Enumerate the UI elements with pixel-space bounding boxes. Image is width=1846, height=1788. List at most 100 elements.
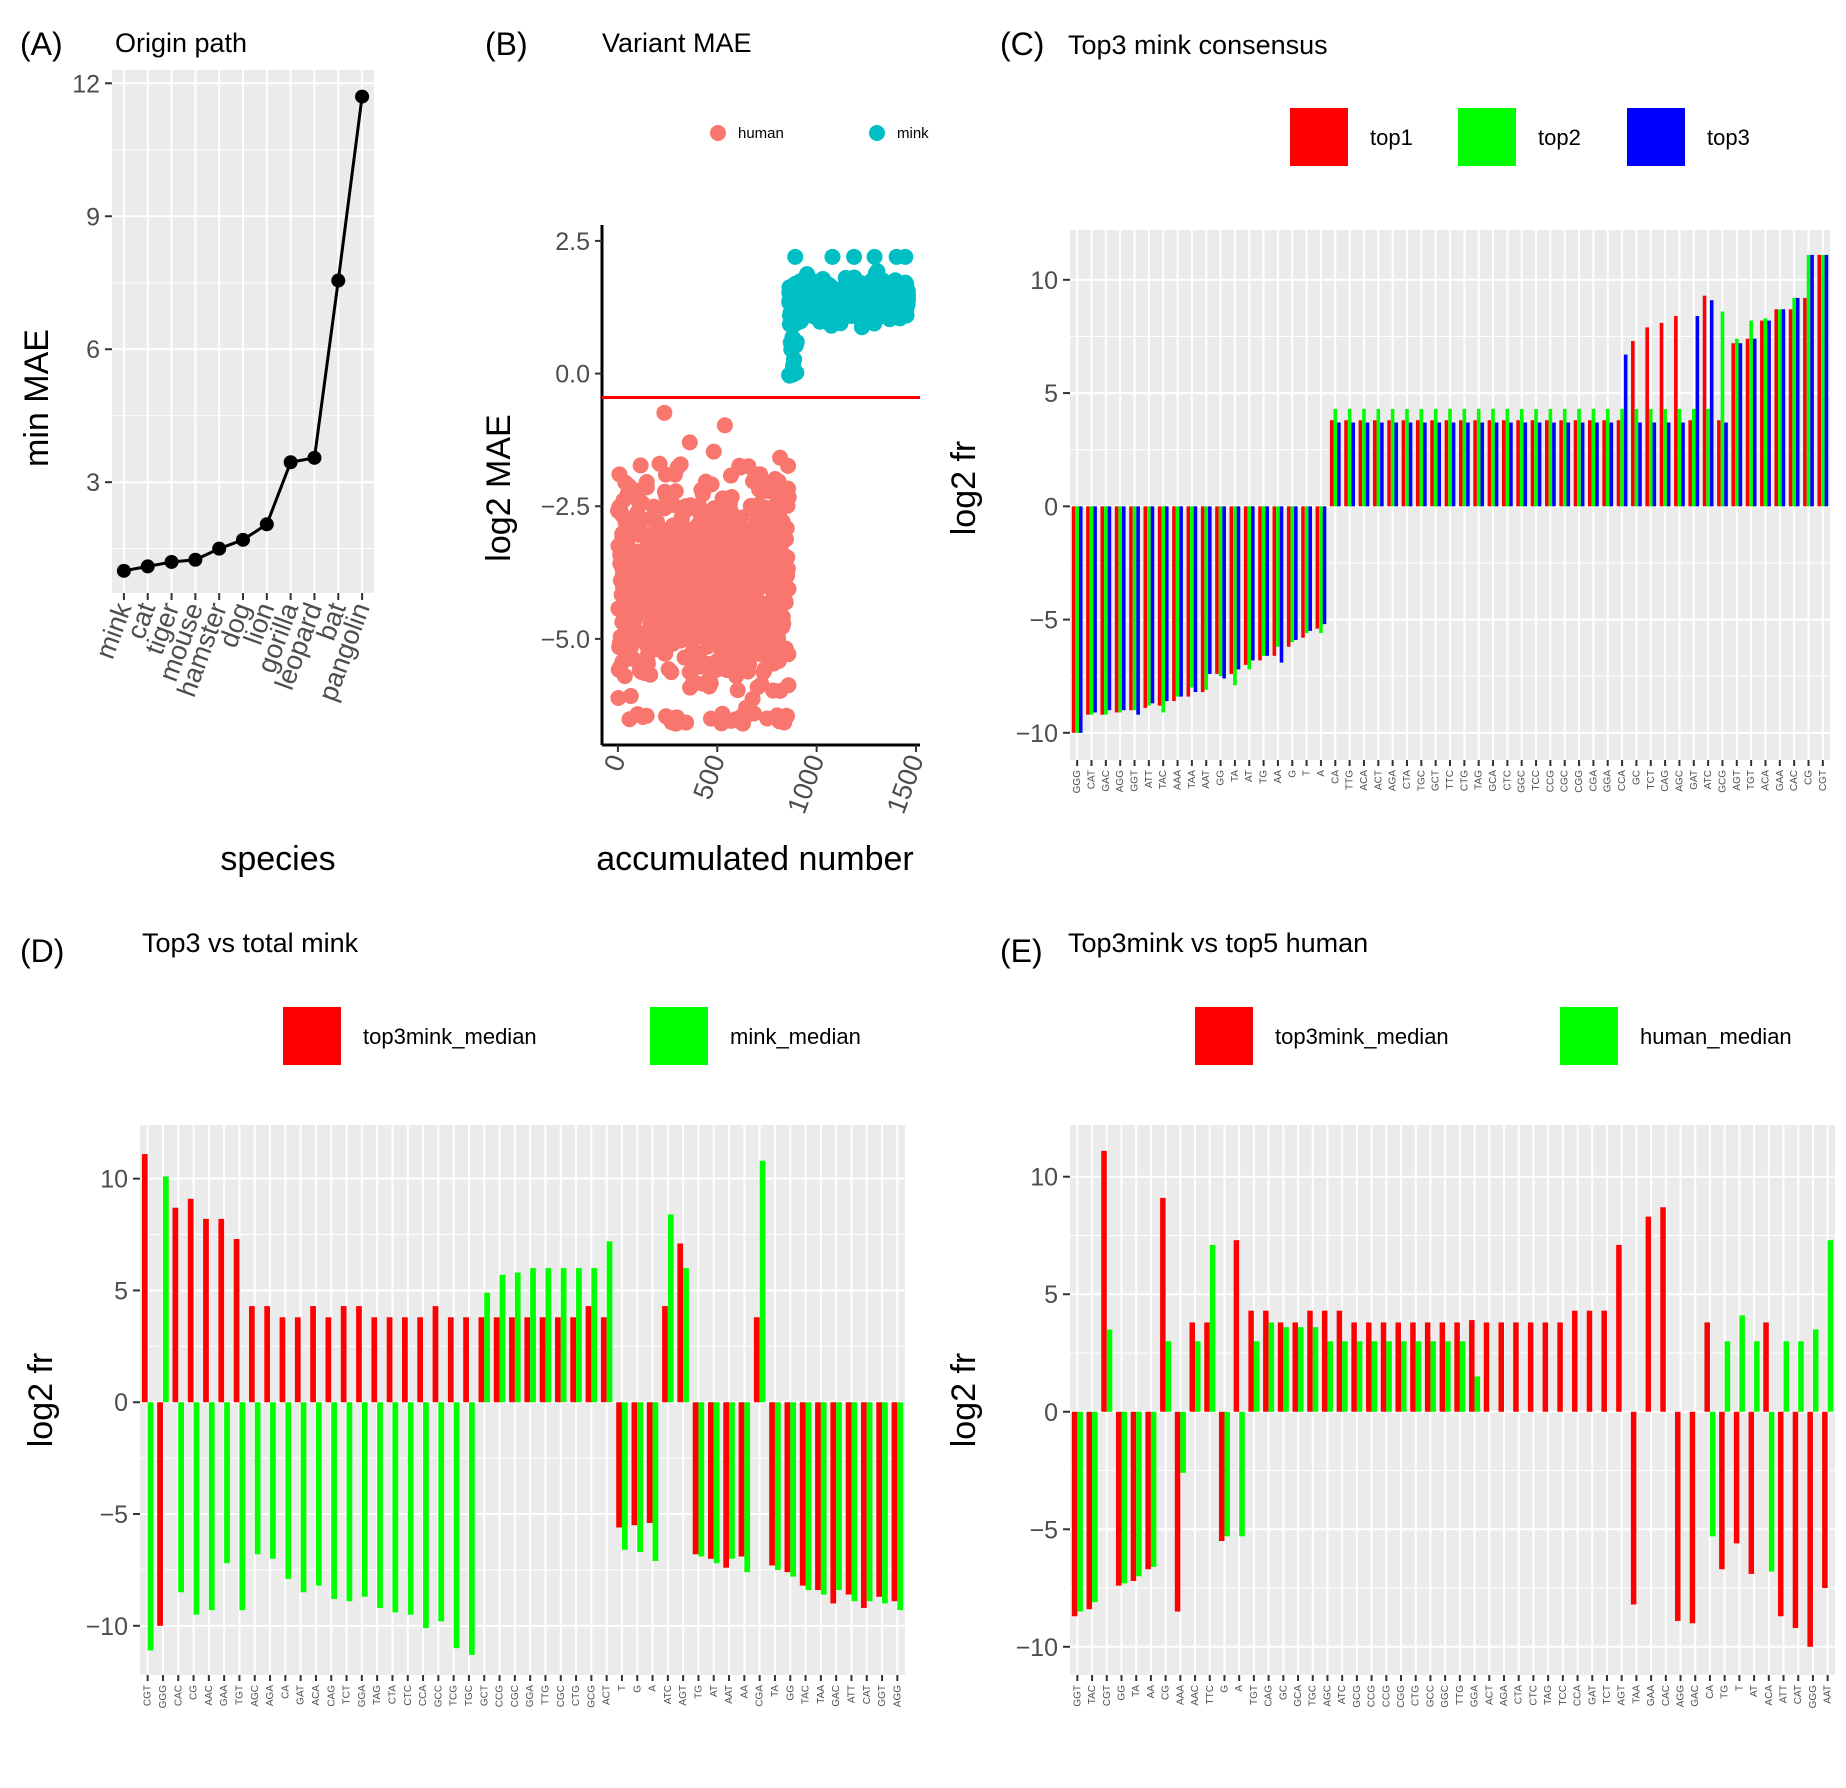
bar-mink_median — [315, 1402, 322, 1586]
panel-label-c: (C) — [1000, 26, 1044, 62]
y-tick-label: −5 — [1029, 1516, 1058, 1544]
bar-top3 — [1738, 343, 1743, 507]
x-tick-label: GAC — [1101, 770, 1112, 792]
bar-mink_median — [392, 1402, 399, 1613]
x-tick-label: ATC — [1703, 770, 1714, 789]
bar-mink_median — [729, 1402, 735, 1559]
data-point-human — [723, 712, 740, 729]
bar-top1 — [1315, 506, 1320, 629]
panel-label-d: (D) — [20, 933, 64, 969]
x-tick-label: AGG — [1676, 1685, 1687, 1707]
x-tick-label: GG — [1216, 770, 1227, 786]
data-point-mink — [882, 307, 899, 324]
x-tick-label: 500 — [687, 751, 731, 804]
data-point-human — [649, 623, 666, 640]
x-tick-label: CTG — [1459, 770, 1470, 791]
data-point — [331, 273, 346, 288]
x-tick-label: GC — [1631, 770, 1642, 785]
bar-top3mink_median — [1704, 1322, 1710, 1412]
panel-a: (A) Origin path min MAE species 36912min… — [18, 26, 376, 878]
data-point-human — [616, 554, 633, 571]
x-tick-label: CAG — [326, 1685, 337, 1707]
bar-top3mink_median — [1483, 1322, 1490, 1412]
bar-top3mink_median — [1557, 1322, 1563, 1412]
y-axis-label-d: log2 fr — [22, 1353, 60, 1448]
x-tick-label: CCG — [1367, 1685, 1378, 1707]
x-tick-label: TCC — [1558, 1685, 1569, 1706]
data-point-human — [629, 706, 646, 723]
bar-top3 — [1609, 422, 1614, 507]
x-tick-label: TTG — [1455, 1685, 1466, 1705]
data-point-human — [619, 584, 636, 601]
x-tick-label: A — [1234, 1685, 1245, 1692]
legend-key-mink — [869, 125, 885, 141]
x-tick-label: GAT — [1587, 1685, 1598, 1705]
bar-top3mink_median — [279, 1317, 286, 1403]
legend-label-top3: top3 — [1707, 125, 1750, 150]
bar-top3mink_median — [784, 1402, 791, 1573]
x-tick-label: TTG — [540, 1685, 551, 1705]
bar-top1 — [1329, 420, 1334, 507]
bar-top1 — [1559, 420, 1563, 507]
legend-label-human: human — [738, 125, 784, 142]
x-tick-label: GGC — [1517, 770, 1528, 793]
bar-top2 — [1419, 408, 1424, 507]
bar-top2 — [1605, 408, 1610, 507]
bar-top1 — [1616, 420, 1621, 507]
bar-top1 — [1774, 309, 1779, 507]
x-tick-label: TGT — [234, 1685, 245, 1705]
bar-top3 — [1767, 320, 1771, 507]
bar-human_median — [1150, 1411, 1157, 1567]
bar-human_median — [1739, 1315, 1745, 1412]
bar-mink_median — [361, 1402, 368, 1597]
x-tick-label: CGA — [1588, 770, 1599, 792]
bar-top3mink_median — [524, 1317, 531, 1403]
x-tick-label: GGA — [1470, 1685, 1481, 1708]
bar-human_median — [1459, 1341, 1466, 1412]
bar-top3mink_median — [1675, 1411, 1681, 1621]
bar-top3mink_median — [570, 1317, 577, 1403]
bar-top2 — [1562, 408, 1567, 507]
bar-top1 — [1200, 506, 1205, 693]
data-point-human — [610, 689, 627, 706]
bar-top3mink_median — [1395, 1322, 1402, 1412]
bar-top3 — [1294, 506, 1298, 640]
bar-human_median — [1798, 1341, 1804, 1412]
bar-top3 — [1394, 422, 1399, 507]
bar-top3mink_median — [1630, 1411, 1637, 1605]
bar-top1 — [1172, 506, 1176, 702]
x-tick-label: ACT — [1484, 1685, 1495, 1705]
data-point-human — [734, 635, 751, 652]
bar-human_median — [1401, 1341, 1407, 1412]
data-point-human — [684, 632, 701, 649]
data-point-human — [646, 542, 663, 559]
legend-key-mink_median — [650, 1007, 708, 1065]
bar-mink_median — [346, 1402, 353, 1602]
bar-top2 — [1634, 408, 1639, 507]
bar-top1 — [1215, 506, 1219, 674]
bar-top1 — [1100, 506, 1105, 715]
data-point — [236, 532, 250, 547]
data-point-human — [767, 553, 784, 570]
bar-top3mink_median — [1469, 1320, 1475, 1412]
x-tick-label: CCA — [418, 1685, 429, 1706]
data-point — [188, 552, 203, 567]
x-tick-label: GGT — [877, 1685, 888, 1707]
x-tick-label: CA — [280, 1685, 291, 1699]
legend-key-human — [710, 125, 726, 141]
bar-mink_median — [591, 1268, 598, 1403]
bar-top2 — [1792, 297, 1796, 507]
x-tick-label: T — [1302, 770, 1313, 776]
x-tick-label: TA — [1131, 1685, 1142, 1697]
bar-top3 — [1810, 254, 1814, 507]
bar-top3 — [1537, 422, 1542, 507]
bar-mink_median — [453, 1402, 460, 1649]
bar-top3mink_median — [356, 1306, 362, 1403]
bar-human_median — [1195, 1341, 1201, 1412]
data-point-mink — [888, 248, 905, 265]
bar-mink_median — [270, 1402, 276, 1559]
bar-top2 — [1433, 408, 1438, 507]
bar-top3 — [1638, 422, 1642, 507]
bar-top1 — [1157, 506, 1162, 706]
data-point-human — [658, 488, 675, 505]
